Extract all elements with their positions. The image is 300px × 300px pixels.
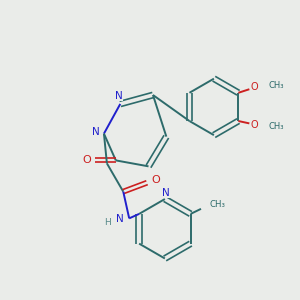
Text: H: H: [104, 218, 111, 227]
Text: CH₃: CH₃: [268, 122, 283, 130]
Text: O: O: [151, 175, 160, 185]
Text: O: O: [82, 155, 91, 165]
Text: N: N: [116, 214, 124, 224]
Text: CH₃: CH₃: [268, 81, 283, 90]
Text: N: N: [115, 91, 123, 100]
Text: O: O: [251, 120, 259, 130]
Text: N: N: [163, 188, 170, 197]
Text: O: O: [251, 82, 259, 92]
Text: N: N: [92, 127, 100, 137]
Text: CH₃: CH₃: [209, 200, 225, 209]
